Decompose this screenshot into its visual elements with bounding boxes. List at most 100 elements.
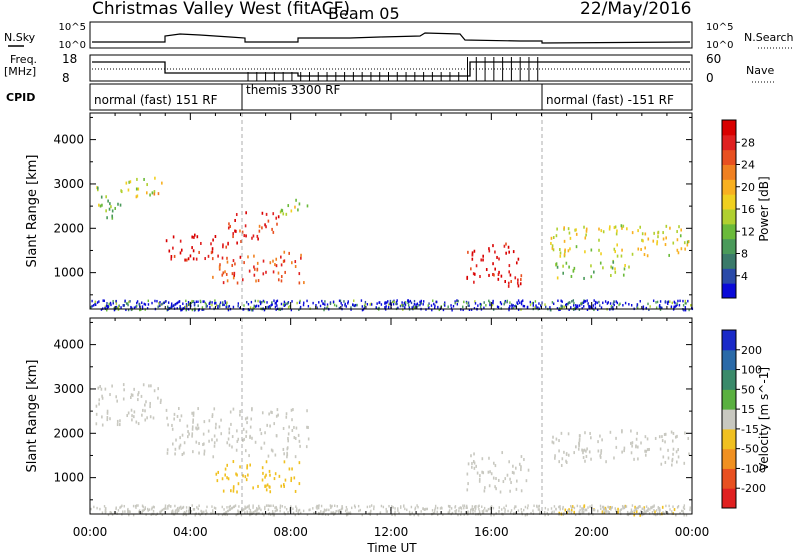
velocity-noise — [226, 513, 228, 517]
power-noise — [254, 305, 257, 308]
power-noise — [307, 304, 310, 308]
freq-tick-bottom: 8 — [62, 71, 70, 85]
power-cell — [612, 260, 615, 264]
power-noise — [113, 307, 115, 310]
power-noise — [219, 303, 221, 306]
velocity-cell — [171, 423, 173, 427]
velocity-noise — [521, 510, 523, 514]
power-noise — [567, 301, 570, 305]
velocity-noise — [248, 507, 250, 510]
velocity-cell — [242, 438, 244, 442]
velocity-cell — [688, 452, 690, 456]
power-noise — [167, 306, 170, 310]
velocity-cell — [552, 441, 555, 445]
power-noise — [219, 305, 221, 308]
velocity-noise — [353, 504, 356, 508]
velocity-cell — [265, 484, 267, 488]
velocity-cell — [290, 408, 293, 412]
power-noise — [126, 302, 129, 305]
power-cell — [261, 211, 264, 215]
velocity-noise — [224, 511, 227, 515]
velocity-noise — [316, 507, 318, 510]
velocity-cell — [291, 418, 293, 422]
power-noise — [504, 301, 506, 304]
velocity-noise — [591, 504, 593, 507]
power-noise — [404, 306, 406, 309]
power-noise — [188, 302, 191, 306]
velocity-noise — [413, 513, 415, 517]
power-noise — [214, 302, 216, 305]
power-noise — [378, 301, 380, 304]
power-cell — [520, 278, 522, 282]
velocity-cell — [578, 442, 581, 446]
velocity-cell — [560, 431, 563, 435]
velocity-cell — [630, 451, 633, 455]
power-cell — [236, 281, 239, 285]
velocity-cell — [578, 439, 581, 443]
power-noise — [520, 308, 522, 311]
velocity-noise — [287, 510, 289, 514]
power-noise — [642, 305, 645, 308]
power-noise — [193, 303, 196, 306]
velocity-noise — [197, 507, 200, 511]
velocity-cell — [282, 426, 285, 430]
velocity-cell — [249, 434, 251, 438]
velocity-noise — [514, 512, 517, 515]
velocity-noise — [332, 511, 335, 514]
velocity-noise — [410, 505, 413, 509]
velocity-noise — [295, 509, 298, 513]
power-noise — [324, 300, 326, 303]
power-noise — [389, 299, 392, 303]
power-cell — [247, 255, 249, 259]
velocity-cell — [286, 451, 288, 455]
velocity-noise — [318, 511, 320, 515]
power-noise — [227, 308, 230, 312]
power-cell — [621, 226, 623, 230]
velocity-noise — [436, 510, 438, 514]
power-noise — [444, 301, 446, 304]
velocity-noise — [141, 504, 144, 508]
power-noise — [573, 307, 576, 310]
power-cell — [135, 187, 138, 191]
velocity-ytick-label: 2000 — [53, 426, 84, 440]
velocity-noise — [454, 509, 456, 513]
power-noise — [438, 308, 440, 312]
power-cell — [283, 259, 286, 263]
velocity-noise — [117, 509, 120, 512]
velocity-cell — [263, 441, 266, 445]
power-cell — [643, 253, 646, 257]
velocity-cell — [603, 511, 606, 515]
velocity-noise — [188, 509, 190, 513]
velocity-noise — [463, 513, 465, 516]
velocity-cell — [270, 448, 273, 452]
power-noise — [407, 301, 409, 304]
power-cell — [222, 271, 225, 275]
power-noise — [679, 299, 681, 303]
velocity-noise — [614, 507, 616, 510]
power-cell — [253, 273, 256, 277]
velocity-cell — [509, 489, 511, 493]
power-noise — [656, 300, 659, 304]
power-cell — [218, 266, 221, 270]
velocity-noise — [563, 512, 565, 515]
velocity-cell — [268, 485, 271, 489]
power-cell — [241, 230, 244, 234]
power-cell — [145, 191, 148, 195]
velocity-noise — [369, 511, 372, 514]
velocity-cell — [232, 407, 235, 411]
velocity-cell — [211, 413, 214, 417]
power-noise — [431, 308, 433, 312]
power-cell — [262, 259, 265, 263]
velocity-cell — [613, 456, 615, 460]
power-noise — [422, 303, 424, 306]
velocity-noise — [103, 505, 106, 508]
power-noise — [410, 301, 413, 305]
power-noise — [318, 301, 320, 304]
velocity-noise — [295, 507, 298, 510]
power-cell — [508, 270, 510, 274]
power-cell — [245, 234, 247, 238]
power-cell — [473, 280, 475, 284]
power-cell — [187, 257, 190, 261]
power-noise — [412, 305, 415, 308]
velocity-noise — [391, 505, 393, 508]
